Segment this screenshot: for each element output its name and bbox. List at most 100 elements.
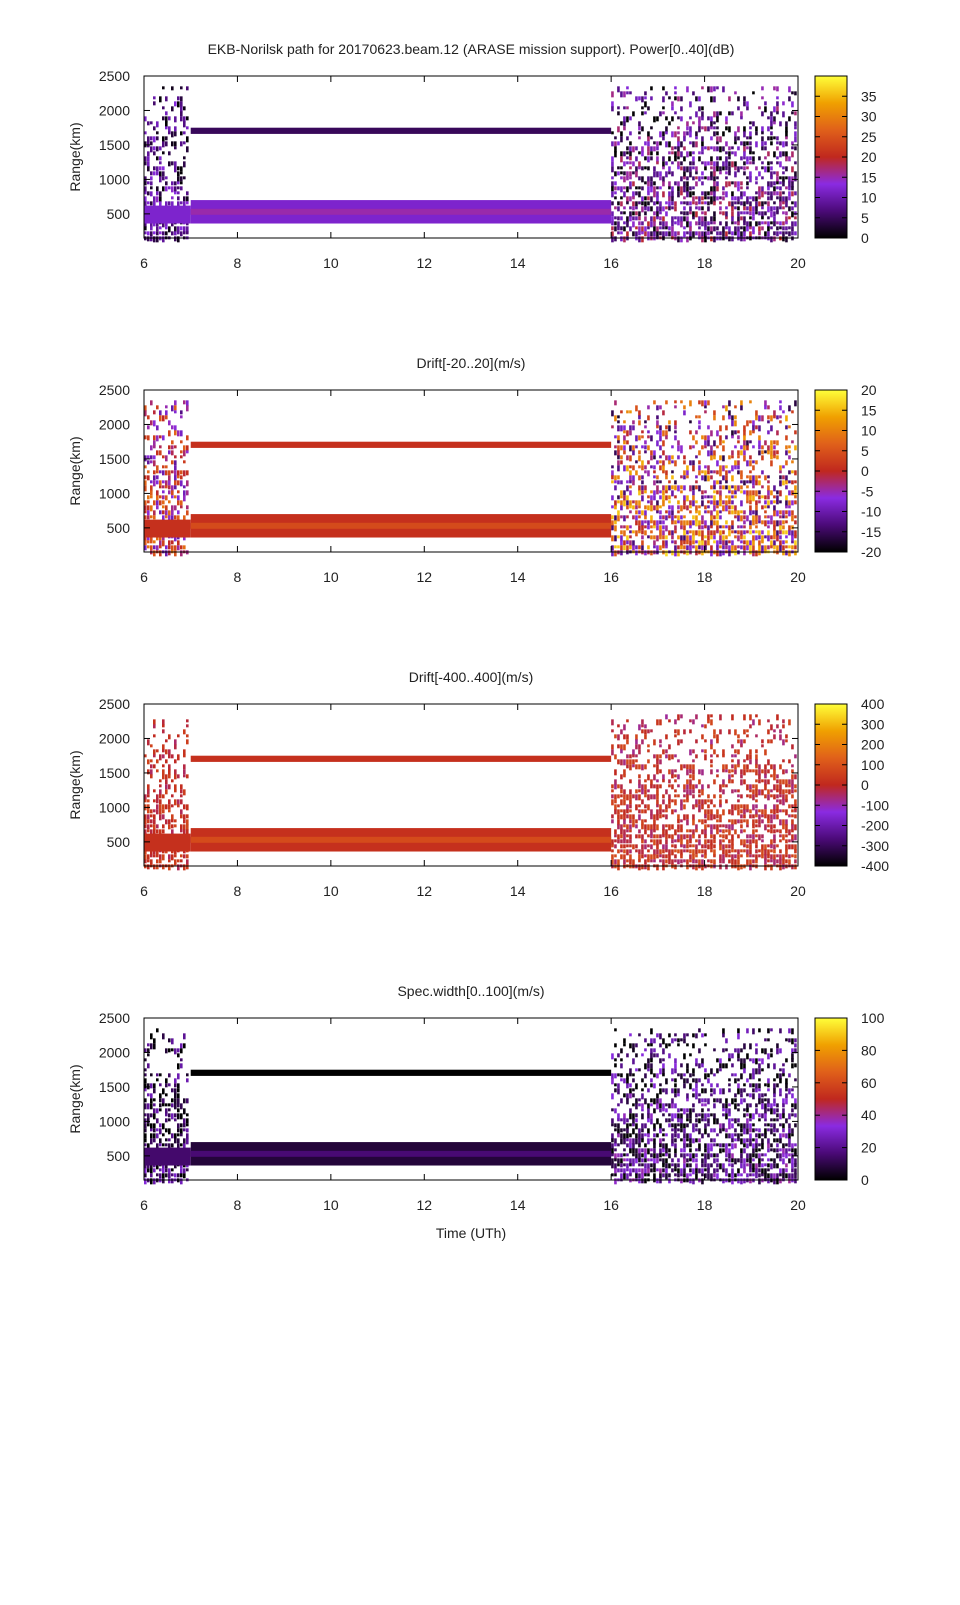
data-cell <box>668 231 671 236</box>
data-cell <box>165 545 168 549</box>
data-cell <box>665 1088 668 1094</box>
data-cell <box>713 1118 716 1124</box>
data-cell <box>743 156 746 159</box>
data-cell <box>761 495 764 498</box>
data-cell <box>737 221 740 225</box>
data-cell <box>674 839 677 842</box>
data-cell <box>782 465 785 468</box>
data-cell <box>731 1158 734 1162</box>
data-cell <box>731 415 734 420</box>
data-cell <box>779 789 782 794</box>
data-cell <box>755 425 758 429</box>
data-cell <box>731 1118 734 1121</box>
data-cell <box>677 191 680 197</box>
data-cell <box>686 844 689 848</box>
data-cell <box>617 759 620 764</box>
data-cell <box>183 176 186 179</box>
data-cell <box>656 161 659 164</box>
data-cell <box>692 445 695 448</box>
data-cell <box>692 1073 695 1076</box>
data-cell <box>770 824 773 829</box>
data-cell <box>683 764 686 768</box>
data-cell <box>629 545 632 549</box>
data-cell <box>698 106 701 111</box>
data-cell <box>713 1088 716 1094</box>
data-cell <box>617 166 620 169</box>
data-cell <box>725 465 728 468</box>
data-cell <box>719 540 722 544</box>
data-cell <box>677 1128 680 1131</box>
data-cell <box>731 146 734 149</box>
data-cell <box>767 480 770 483</box>
data-cell <box>785 769 788 773</box>
data-cell <box>183 1173 186 1178</box>
data-cell <box>737 430 740 433</box>
data-cell <box>674 789 677 792</box>
data-cell <box>686 550 689 555</box>
data-cell <box>707 475 710 481</box>
data-cell <box>629 116 632 120</box>
data-cell <box>782 545 785 550</box>
data-cell <box>665 515 668 520</box>
data-cell <box>758 231 761 235</box>
data-cell <box>165 1143 168 1146</box>
data-cell <box>638 809 641 813</box>
data-cell <box>785 231 788 234</box>
data-cell <box>764 211 767 215</box>
data-cell <box>162 500 165 504</box>
data-cell <box>632 1103 635 1106</box>
data-cell <box>752 161 755 164</box>
data-cell <box>788 550 791 556</box>
data-cell <box>644 734 647 739</box>
data-cell <box>719 824 722 827</box>
data-cell <box>737 455 740 458</box>
data-cell <box>782 799 785 805</box>
data-cell <box>776 211 779 214</box>
data-cell <box>710 1113 713 1116</box>
data-cell <box>644 764 647 769</box>
data-cell <box>743 535 746 539</box>
data-cell <box>782 171 785 174</box>
data-cell <box>156 1108 159 1113</box>
data-cell <box>171 460 174 464</box>
data-cell <box>662 485 665 490</box>
data-cell <box>680 475 683 478</box>
data-cell <box>671 510 674 515</box>
data-cell <box>776 510 779 516</box>
colorbar-tick-label: 400 <box>861 696 885 712</box>
data-cell <box>758 211 761 215</box>
data-cell <box>683 156 686 161</box>
data-cell <box>153 420 156 426</box>
data-cell <box>662 86 665 90</box>
data-cell <box>180 440 183 443</box>
data-cell <box>662 1163 665 1167</box>
data-cell <box>791 146 794 149</box>
data-cell <box>794 131 797 136</box>
data-cell <box>704 201 707 204</box>
data-cell <box>791 764 794 767</box>
data-cell <box>150 201 153 205</box>
data-cell <box>650 530 653 533</box>
data-cell <box>794 789 797 792</box>
data-cell <box>731 1098 734 1104</box>
data-cell <box>686 1043 689 1046</box>
data-cell <box>749 136 752 139</box>
data-cell <box>147 819 150 823</box>
data-cell <box>620 854 623 859</box>
data-cell <box>644 465 647 469</box>
data-cell <box>713 440 716 446</box>
data-cell <box>788 470 791 474</box>
data-cell <box>728 1133 731 1138</box>
data-cell <box>719 1063 722 1068</box>
data-cell <box>764 166 767 172</box>
data-cell <box>635 191 638 195</box>
data-cell <box>674 1113 677 1118</box>
data-cell <box>671 1068 674 1074</box>
data-cell <box>752 530 755 533</box>
data-cell <box>171 1048 174 1051</box>
data-cell <box>731 1138 734 1142</box>
data-cell <box>704 490 707 493</box>
data-cell <box>174 445 177 448</box>
data-cell <box>761 136 764 141</box>
data-cell <box>758 490 761 494</box>
